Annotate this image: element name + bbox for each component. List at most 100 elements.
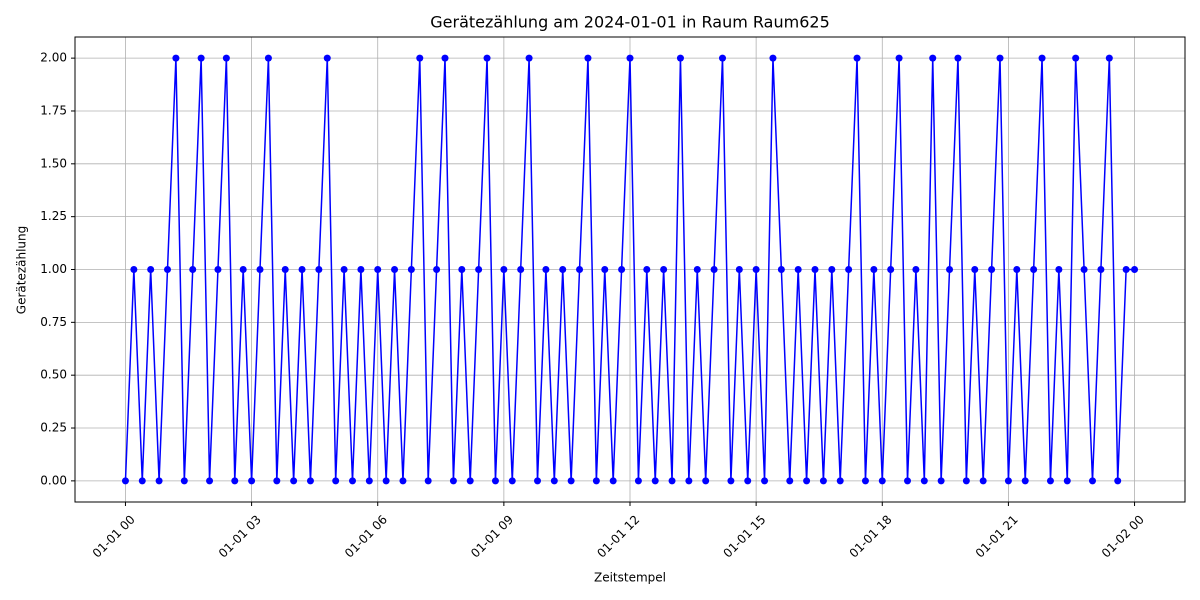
point bbox=[365, 477, 373, 485]
point bbox=[306, 477, 314, 485]
point bbox=[264, 54, 272, 62]
point bbox=[1072, 54, 1080, 62]
point bbox=[777, 266, 785, 273]
y-tick-label: 0.75 bbox=[40, 315, 67, 329]
point bbox=[340, 266, 348, 273]
point bbox=[811, 266, 819, 273]
point bbox=[407, 266, 415, 273]
point bbox=[979, 477, 987, 485]
point bbox=[1021, 477, 1029, 485]
point bbox=[214, 266, 222, 273]
x-tick-label: 01-01 00 bbox=[90, 512, 138, 560]
point bbox=[391, 266, 399, 273]
point bbox=[828, 266, 836, 273]
point bbox=[634, 477, 642, 485]
point bbox=[946, 266, 954, 273]
chart-title: Gerätezählung am 2024-01-01 in Raum Raum… bbox=[430, 13, 830, 32]
y-tick-label: 1.75 bbox=[40, 103, 67, 117]
point bbox=[550, 477, 558, 485]
y-tick-label: 0.25 bbox=[40, 421, 67, 435]
point bbox=[761, 477, 769, 485]
point bbox=[475, 266, 483, 273]
y-tick-label: 0.50 bbox=[40, 368, 67, 382]
point bbox=[290, 477, 298, 485]
x-tick-label: 01-01 12 bbox=[594, 512, 642, 560]
x-tick-label: 01-02 00 bbox=[1099, 512, 1147, 560]
point bbox=[853, 54, 861, 62]
y-tick-label: 0.00 bbox=[40, 473, 67, 487]
point bbox=[273, 477, 281, 485]
point bbox=[508, 477, 516, 485]
point bbox=[769, 54, 777, 62]
point bbox=[424, 477, 432, 485]
y-tick-label: 1.25 bbox=[40, 209, 67, 223]
point bbox=[206, 477, 214, 485]
point bbox=[710, 266, 718, 273]
point bbox=[618, 266, 626, 273]
point bbox=[609, 477, 617, 485]
point bbox=[861, 477, 869, 485]
point bbox=[626, 54, 634, 62]
point bbox=[1030, 266, 1038, 273]
point bbox=[155, 477, 163, 485]
point bbox=[466, 477, 474, 485]
x-tick-label: 01-01 06 bbox=[342, 512, 390, 560]
point bbox=[416, 54, 424, 62]
x-axis-label: Zeitstempel bbox=[594, 571, 666, 585]
point bbox=[836, 477, 844, 485]
point bbox=[491, 477, 499, 485]
point bbox=[803, 477, 811, 485]
y-axis-label: Gerätezählung bbox=[15, 226, 29, 314]
point bbox=[449, 477, 457, 485]
point bbox=[592, 477, 600, 485]
point bbox=[315, 266, 323, 273]
point bbox=[281, 266, 289, 273]
point bbox=[164, 266, 171, 273]
point bbox=[332, 477, 340, 485]
x-tick-label: 01-01 03 bbox=[216, 512, 264, 560]
point bbox=[895, 54, 903, 62]
point bbox=[693, 266, 701, 273]
point bbox=[719, 54, 726, 62]
point bbox=[1131, 266, 1139, 273]
point bbox=[197, 54, 205, 62]
point bbox=[794, 266, 802, 273]
point bbox=[231, 477, 239, 485]
point bbox=[954, 54, 962, 62]
point bbox=[1114, 477, 1122, 485]
point bbox=[887, 266, 895, 273]
y-tick-label: 1.00 bbox=[40, 262, 67, 276]
point bbox=[147, 266, 155, 273]
point bbox=[542, 266, 550, 273]
x-tick-label: 01-01 09 bbox=[468, 512, 516, 560]
point bbox=[517, 266, 525, 273]
point bbox=[441, 54, 449, 62]
point bbox=[559, 266, 567, 273]
point bbox=[500, 266, 508, 273]
point bbox=[172, 54, 180, 62]
point bbox=[138, 477, 146, 485]
point bbox=[374, 266, 382, 273]
point bbox=[735, 266, 743, 273]
point bbox=[1063, 477, 1071, 485]
point bbox=[878, 477, 886, 485]
point bbox=[971, 266, 979, 273]
point bbox=[1097, 266, 1105, 273]
point bbox=[668, 477, 676, 485]
point bbox=[458, 266, 466, 273]
point bbox=[248, 477, 256, 485]
y-tick-label: 2.00 bbox=[40, 51, 67, 65]
point bbox=[702, 477, 710, 485]
x-tick-label: 01-01 18 bbox=[847, 512, 895, 560]
point bbox=[660, 266, 668, 273]
point bbox=[988, 266, 996, 273]
point bbox=[525, 54, 533, 62]
point bbox=[298, 266, 306, 273]
point bbox=[1089, 477, 1096, 485]
point bbox=[1055, 266, 1063, 273]
point bbox=[1013, 266, 1021, 273]
point bbox=[399, 477, 407, 485]
point bbox=[121, 477, 129, 485]
point bbox=[239, 266, 247, 273]
